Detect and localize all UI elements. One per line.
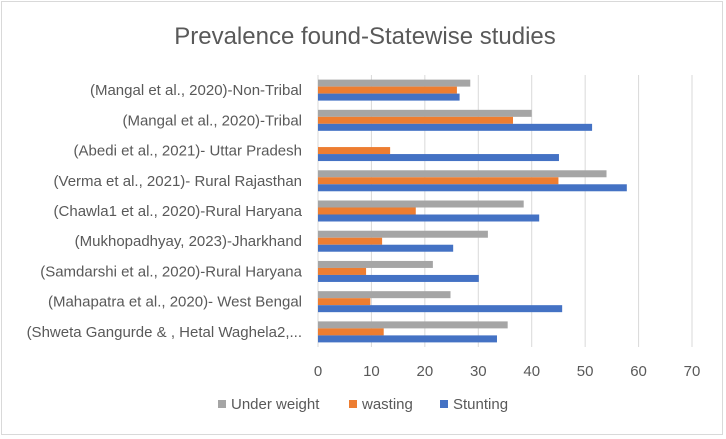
bar-under-weight <box>318 230 488 238</box>
bar-wasting <box>318 177 559 185</box>
bar-under-weight <box>318 291 451 299</box>
bar-wasting <box>318 328 384 336</box>
bar-under-weight <box>318 200 524 208</box>
x-tick-label: 10 <box>363 363 380 380</box>
category-label: (Mangal et al., 2020)-Tribal <box>122 112 302 129</box>
x-tick-label: 0 <box>314 363 322 380</box>
bar-stunting <box>318 184 627 192</box>
bar-wasting <box>318 267 367 275</box>
bar-wasting <box>318 147 391 155</box>
bar-wasting <box>318 207 416 215</box>
category-label: (Abedi et al., 2021)- Uttar Pradesh <box>74 143 302 160</box>
x-tick-label: 30 <box>470 363 487 380</box>
category-label: (Samdarshi et al., 2020)-Rural Haryana <box>40 263 302 280</box>
category-label: (Chawla1 et al., 2020)-Rural Haryana <box>54 203 303 220</box>
legend-swatch <box>349 400 357 408</box>
bar-stunting <box>318 93 460 101</box>
bar-chart: Prevalence found-Statewise studies (Mang… <box>27 23 701 413</box>
x-tick-label: 60 <box>630 363 647 380</box>
bar-stunting <box>318 305 563 313</box>
bar-under-weight <box>318 260 433 268</box>
legend-swatch <box>218 400 226 408</box>
bar-under-weight <box>318 321 508 329</box>
chart-title: Prevalence found-Statewise studies <box>174 23 556 50</box>
bar-under-weight <box>318 170 607 178</box>
bar-under-weight <box>318 79 471 87</box>
x-tick-labels: 0 10 20 30 40 50 60 70 <box>314 363 701 380</box>
bars <box>318 79 627 343</box>
category-labels: (Mangal et al., 2020)-Non-Tribal (Mangal … <box>27 82 303 341</box>
x-tick-label: 40 <box>523 363 540 380</box>
x-tick-label: 50 <box>577 363 594 380</box>
legend: Under weight wasting Stunting <box>218 396 508 413</box>
bar-under-weight <box>318 109 532 117</box>
bar-wasting <box>318 298 371 306</box>
category-label: (Mangal et al., 2020)-Non-Tribal <box>90 82 302 99</box>
bar-stunting <box>318 274 479 282</box>
bar-wasting <box>318 86 457 94</box>
category-label: (Shweta Gangurde & , Hetal Waghela2,... <box>27 324 302 341</box>
legend-swatch <box>440 400 448 408</box>
bar-stunting <box>318 335 497 343</box>
bar-stunting <box>318 244 454 252</box>
legend-label: Under weight <box>231 396 320 413</box>
bar-wasting <box>318 116 514 124</box>
bar-stunting <box>318 123 593 131</box>
x-tick-label: 70 <box>684 363 701 380</box>
category-label: (Verma et al., 2021)- Rural Rajasthan <box>54 173 302 190</box>
category-label: (Mahapatra et al., 2020)- West Bengal <box>48 294 302 311</box>
bar-stunting <box>318 214 540 222</box>
legend-label: Stunting <box>453 396 508 413</box>
category-label: (Mukhopadhyay, 2023)-Jharkhand <box>75 233 302 250</box>
x-tick-label: 20 <box>417 363 434 380</box>
bar-wasting <box>318 237 383 245</box>
bar-stunting <box>318 154 559 162</box>
legend-label: wasting <box>361 396 413 413</box>
